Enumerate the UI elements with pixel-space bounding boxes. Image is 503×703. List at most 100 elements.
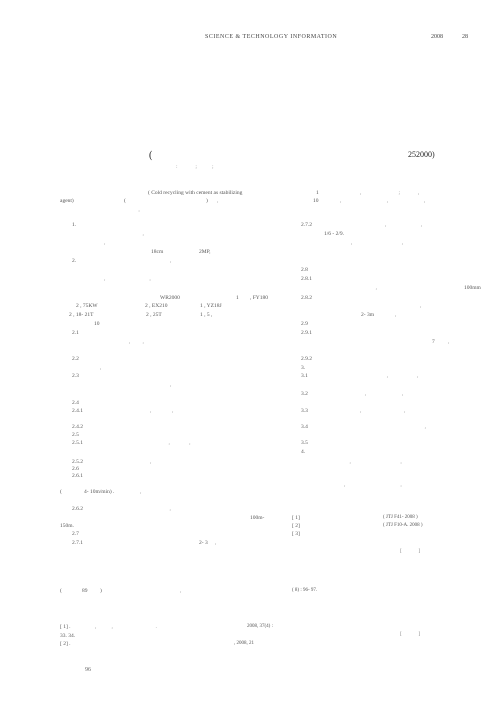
col2-dots-m: , , <box>300 459 402 465</box>
line-yz: 1 , YZ18J <box>200 303 222 309</box>
r292: 2.9.2 <box>301 356 312 362</box>
line-dots-12: , <box>140 489 141 495</box>
line-2-ex: 2 , EX210 <box>145 303 167 309</box>
ref-dots-a: , , . <box>95 624 157 630</box>
ref2a: [ 2] <box>292 523 300 529</box>
r29: 2.9 <box>301 321 308 327</box>
r35: 3.5 <box>301 440 308 446</box>
line-dots-7: , <box>60 365 101 371</box>
line-21t: 2 , 18- 21T <box>69 312 93 318</box>
agent-comma: , <box>217 198 218 204</box>
line-dots-2: , <box>60 231 144 237</box>
ref-year-b: , 2008, 21 <box>234 641 254 646</box>
r23: 2.3 <box>72 373 79 379</box>
r281: 2.8.1 <box>301 276 312 282</box>
r241: 2.4.1 <box>72 408 83 414</box>
r25: 2.5 <box>72 432 79 438</box>
title-paren: ( <box>149 150 152 161</box>
bracket-art-2: [ ] <box>400 631 420 637</box>
header-journal: SCIENCE & TECHNOLOGY INFORMATION <box>205 34 337 40</box>
speed-paren: ( <box>60 489 62 495</box>
r21: 2.1 <box>72 330 79 336</box>
line-dots-9: , , <box>150 408 173 414</box>
ref-pp: 33. 34. <box>60 633 75 639</box>
line-dots-6: , , <box>60 339 144 345</box>
r252: 2.5.2 <box>72 459 83 465</box>
r28: 2.8 <box>301 267 308 273</box>
r2-3: 2- 3 <box>199 540 208 546</box>
ref-cite2: [ 2] . <box>60 641 71 647</box>
line-25t: 2 , 25T <box>146 312 162 318</box>
r22: 2.2 <box>72 356 79 362</box>
line-dots-14: , <box>215 540 216 546</box>
r31: 3.1 <box>301 373 308 379</box>
header-issue: 28 <box>462 34 468 40</box>
col2-dots-a: , ; , <box>360 190 419 196</box>
col2-dots-d: , , <box>300 240 403 246</box>
bracket-art-1: [ ] <box>400 548 420 554</box>
agent-left: agent) <box>60 198 74 204</box>
r272: 2.7.2 <box>301 222 312 228</box>
ref-cite: [ 1] . <box>60 624 71 630</box>
ref3a: [ 3] <box>292 531 300 537</box>
r34: 3.4 <box>301 424 308 430</box>
r26: 2.6 <box>72 466 79 472</box>
agent-10: 10 <box>313 198 319 204</box>
r150m: 150m. <box>60 523 74 529</box>
line-15: 1 , 5 , <box>200 312 212 318</box>
fy180: , FY180 <box>250 295 268 301</box>
col2-dots-b: , , , <box>340 198 425 204</box>
col2-dots-e: , <box>300 285 377 291</box>
line-dots-11: , <box>150 459 151 465</box>
r261: 2.6.1 <box>72 473 83 479</box>
r100mm: 100mm <box>464 285 481 291</box>
ref1a: [ 1] <box>292 515 300 521</box>
sec-2: 2. <box>72 258 76 264</box>
r24: 2.4 <box>72 400 79 406</box>
r242: 2.4.2 <box>72 424 83 430</box>
dots-a: : ; ; <box>176 164 214 170</box>
mid-ref: ( 8) : 96- 97. <box>292 588 317 593</box>
speed: 4- 10m/min) . <box>84 489 114 495</box>
col2-comma-h: , <box>448 339 449 345</box>
line-dots-10: , , <box>130 440 191 446</box>
title-code: 252000) <box>408 150 435 159</box>
agent-close: ) <box>206 198 208 204</box>
sec-1: 1. <box>72 222 76 228</box>
num-1-col2: 1 <box>316 190 319 196</box>
col2-dots-l: , <box>360 424 426 430</box>
col2-dots-n: , , <box>300 482 402 488</box>
wr2000: WR2000 <box>160 295 180 301</box>
ref-year-a: 2008, 37(4) : <box>247 624 273 629</box>
col2-dots-c: , , <box>385 222 422 228</box>
r2mp: 2MP, <box>199 249 210 255</box>
r27: 2.7 <box>72 531 79 537</box>
english-phrase: ( Cold recycling with cement as stabiliz… <box>148 190 242 196</box>
r271: 2.7.1 <box>72 540 83 546</box>
ref1b: ( JTJ F41- 2008 ) <box>383 515 418 520</box>
r100m: 100m- <box>250 515 264 521</box>
r7: 7 <box>432 339 435 345</box>
line-dots-15: , <box>180 588 181 594</box>
r33: 3.3 <box>301 408 308 414</box>
line-dots-5: , , <box>60 276 151 282</box>
line-dots-1: , <box>60 207 140 213</box>
col2-dots-f: , <box>420 303 421 309</box>
r23m: 2- 3m <box>361 312 374 318</box>
fy180-1: 1 <box>236 295 239 301</box>
line-dots-13: , <box>120 506 171 512</box>
col2-comma-g: , <box>395 312 396 318</box>
line-2-75: 2 , 75KW <box>76 303 98 309</box>
r251: 2.5.1 <box>72 440 83 446</box>
line-dots-3: , <box>60 240 105 246</box>
col2-dots-k: , , <box>360 408 405 414</box>
ref2b: ( JTJ F10-A. 2008 ) <box>383 523 423 528</box>
col2-dots-j: , , <box>340 391 403 397</box>
r262: 2.6.2 <box>72 506 83 512</box>
line-dots-4: , <box>170 258 171 264</box>
r16-29: 1/6 - 2/9. <box>324 231 344 237</box>
r18cm: 18cm <box>151 249 163 255</box>
paren89-l: ( <box>60 588 62 594</box>
header-year: 2008 <box>431 34 443 40</box>
r282: 2.8.2 <box>301 295 312 301</box>
